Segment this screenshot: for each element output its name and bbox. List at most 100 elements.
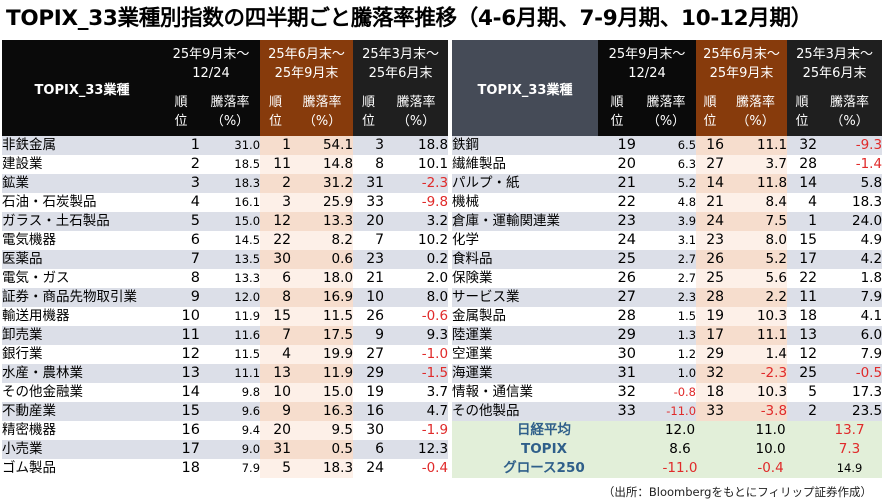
table-row: 証券・商品先物取引業 9 12.0 8 16.9 10 8.0 xyxy=(2,288,449,307)
table-row: 鉱業 3 18.3 2 31.2 31 -2.3 xyxy=(2,174,449,193)
rank-cell: 18 xyxy=(162,459,200,478)
rank-cell: 8 xyxy=(162,269,200,288)
rank-cell: 14 xyxy=(787,174,818,193)
pct-header: 騰落率 （%） xyxy=(724,88,788,136)
sector-name: 金属製品 xyxy=(452,307,598,326)
rank-cell: 3 xyxy=(353,136,385,155)
return-cell: 5.2 xyxy=(636,174,697,193)
index-name: グロース250 xyxy=(452,459,636,478)
return-cell: 3.2 xyxy=(384,212,449,231)
return-cell: -2.3 xyxy=(384,174,449,193)
sector-name: サービス業 xyxy=(452,288,598,307)
index-return-cell: -0.4 xyxy=(724,459,818,478)
rank-cell: 11 xyxy=(260,155,292,174)
sector-name: 証券・商品先物取引業 xyxy=(2,288,162,307)
rank-cell: 5 xyxy=(787,383,818,402)
return-cell: -3.8 xyxy=(724,402,788,421)
index-return-cell: 8.6 xyxy=(636,440,725,459)
index-return-cell: 14.9 xyxy=(817,459,883,478)
sector-name: 鉱業 xyxy=(2,174,162,193)
rank-cell: 12 xyxy=(787,345,818,364)
index-return-cell: 11.0 xyxy=(724,421,818,440)
rank-cell: 10 xyxy=(260,383,292,402)
return-cell: 18.0 xyxy=(291,269,354,288)
return-cell: 12.3 xyxy=(384,440,449,459)
rank-cell: 27 xyxy=(696,155,725,174)
table-row: 電気・ガス 8 13.3 6 18.0 21 2.0 xyxy=(2,269,449,288)
rank-cell: 23 xyxy=(353,250,385,269)
table-row: 石油・石炭製品 4 16.1 3 25.9 33 -9.8 xyxy=(2,193,449,212)
rank-cell: 27 xyxy=(353,345,385,364)
return-cell: 2.0 xyxy=(384,269,449,288)
sector-name: 卸売業 xyxy=(2,326,162,345)
sector-name: ガラス・土石製品 xyxy=(2,212,162,231)
return-cell: 2.7 xyxy=(636,250,697,269)
index-row: TOPIX 8.6 10.0 7.3 xyxy=(452,440,883,459)
rank-cell: 21 xyxy=(598,174,636,193)
return-cell: 1.3 xyxy=(636,326,697,345)
return-cell: 11.1 xyxy=(724,136,788,155)
rank-cell: 27 xyxy=(598,288,636,307)
return-cell: 1.8 xyxy=(817,269,883,288)
table-row: 海運業 31 1.0 32 -2.3 25 -0.5 xyxy=(452,364,883,383)
return-cell: 13.3 xyxy=(291,212,354,231)
rank-cell: 22 xyxy=(260,231,292,250)
return-cell: 11.1 xyxy=(200,364,261,383)
return-cell: 18.3 xyxy=(200,174,261,193)
table-row: 非鉄金属 1 31.0 1 54.1 3 18.8 xyxy=(2,136,449,155)
rank-cell: 1 xyxy=(787,212,818,231)
rank-cell: 33 xyxy=(696,402,725,421)
rank-cell: 33 xyxy=(353,193,385,212)
return-cell: 4.1 xyxy=(817,307,883,326)
rank-header: 順位 xyxy=(598,88,636,136)
table-row: 食料品 25 2.7 26 5.2 17 4.2 xyxy=(452,250,883,269)
rank-cell: 3 xyxy=(260,193,292,212)
return-cell: 7.9 xyxy=(817,288,883,307)
return-cell: 0.5 xyxy=(291,440,354,459)
return-cell: 11.1 xyxy=(724,326,788,345)
table-row: 銀行業 12 11.5 4 19.9 27 -1.0 xyxy=(2,345,449,364)
return-cell: -0.6 xyxy=(384,307,449,326)
table-row: その他製品 33 -11.0 33 -3.8 2 23.5 xyxy=(452,402,883,421)
table-row: サービス業 27 2.3 28 2.2 11 7.9 xyxy=(452,288,883,307)
sector-name: その他金融業 xyxy=(2,383,162,402)
sector-name: 陸運業 xyxy=(452,326,598,345)
index-row: グロース250 -11.0 -0.4 14.9 xyxy=(452,459,883,478)
return-cell: 16.1 xyxy=(200,193,261,212)
return-cell: 9.4 xyxy=(200,421,261,440)
sector-name: 小売業 xyxy=(2,440,162,459)
pct-header: 騰落率 （%） xyxy=(817,88,883,136)
period-header-q3: 25年9月末～ 12/24 xyxy=(598,40,697,88)
rank-cell: 28 xyxy=(598,307,636,326)
return-cell: 15.0 xyxy=(291,383,354,402)
sector-column-header: TOPIX_33業種 xyxy=(452,40,598,136)
rank-cell: 20 xyxy=(353,212,385,231)
rank-cell: 12 xyxy=(260,212,292,231)
rank-cell: 26 xyxy=(696,250,725,269)
rank-cell: 1 xyxy=(162,136,200,155)
pct-header: 騰落率 （%） xyxy=(291,88,354,136)
return-cell: 8.0 xyxy=(724,231,788,250)
return-cell: -2.3 xyxy=(724,364,788,383)
rank-cell: 15 xyxy=(162,402,200,421)
return-cell: 9.0 xyxy=(200,440,261,459)
return-cell: 7.9 xyxy=(817,345,883,364)
rank-cell: 7 xyxy=(260,326,292,345)
return-cell: 2.3 xyxy=(636,288,697,307)
return-cell: 7.5 xyxy=(724,212,788,231)
rank-cell: 6 xyxy=(260,269,292,288)
rank-cell: 14 xyxy=(162,383,200,402)
rank-cell: 5 xyxy=(162,212,200,231)
rank-cell: 21 xyxy=(353,269,385,288)
return-cell: 16.9 xyxy=(291,288,354,307)
return-cell: 6.0 xyxy=(817,326,883,345)
return-cell: 14.8 xyxy=(291,155,354,174)
rank-cell: 19 xyxy=(696,307,725,326)
rank-cell: 32 xyxy=(696,364,725,383)
rank-cell: 33 xyxy=(598,402,636,421)
return-cell: 4.7 xyxy=(384,402,449,421)
return-cell: 10.2 xyxy=(384,231,449,250)
return-cell: 8.4 xyxy=(724,193,788,212)
return-cell: 3.7 xyxy=(384,383,449,402)
return-cell: -1.0 xyxy=(384,345,449,364)
